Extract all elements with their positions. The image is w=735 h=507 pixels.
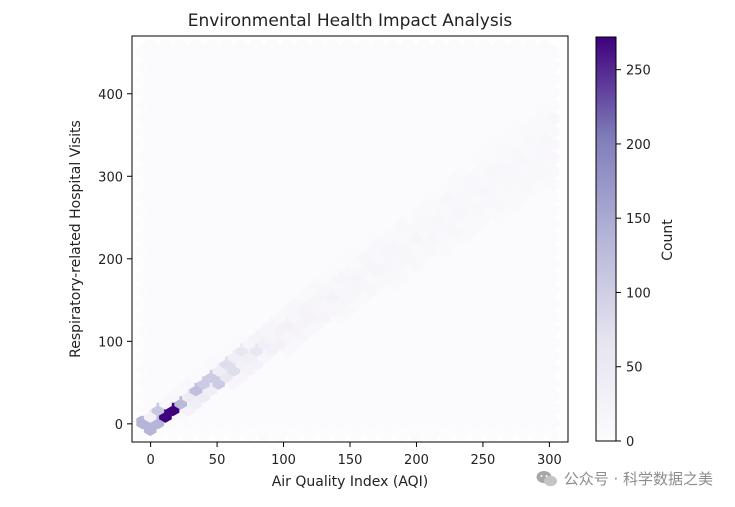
colorbar: [595, 36, 617, 442]
colorbar-tick-label: 250: [626, 64, 651, 79]
hexbin-cell: [174, 38, 187, 54]
y-tick-label: 300: [98, 170, 123, 185]
hexbin-cell: [523, 38, 537, 54]
hexbin-cell: [402, 38, 415, 54]
wechat-icon: [536, 470, 557, 486]
y-tick-label: 400: [98, 88, 123, 103]
hexbin-cell: [189, 38, 203, 54]
watermark-text: 公众号 · 科学数据之美: [563, 470, 713, 488]
y-tick-label: 100: [98, 335, 123, 350]
x-tick-label: 0: [146, 453, 154, 468]
hexbin-cell: [417, 38, 431, 54]
hexbin-cell: [250, 38, 263, 54]
hexbin-cell: [463, 38, 476, 54]
hexbin-cell: [143, 38, 157, 54]
hexbin-cell: [326, 38, 339, 54]
hexbin-cell: [280, 38, 294, 54]
x-tick-label: 300: [537, 453, 562, 468]
hexbin-cell: [432, 38, 446, 54]
hexbin-cell: [371, 38, 385, 54]
hexbin-cell: [311, 38, 324, 54]
hexbin-cell: [159, 38, 172, 54]
chart-title: Environmental Health Impact Analysis: [188, 11, 513, 31]
x-tick-label: 150: [338, 453, 363, 468]
x-axis-label: Air Quality Index (AQI): [272, 474, 429, 490]
hexbin-cell: [493, 38, 507, 54]
hexbin-cell: [219, 38, 233, 54]
x-tick-label: 50: [209, 453, 226, 468]
colorbar-tick-label: 50: [626, 361, 643, 376]
hexbin-cell: [508, 38, 522, 54]
y-axis-label: Respiratory-related Hospital Visits: [68, 120, 84, 358]
hexbin-cell: [539, 38, 552, 54]
hexbin-cell: [204, 38, 218, 54]
colorbar-tick-label: 150: [626, 212, 651, 227]
hexbin-cell: [295, 38, 309, 54]
hexbin-cell: [265, 38, 279, 54]
colorbar-label: Count: [660, 219, 676, 261]
x-axis: 0 50 100 150 200 250 300: [146, 442, 562, 468]
hexbin-cell: [235, 38, 248, 54]
colorbar-tick-label: 200: [626, 138, 651, 153]
colorbar-tick-label: 100: [626, 286, 651, 301]
hexbin-cell: [341, 38, 355, 54]
y-tick-label: 200: [98, 253, 123, 268]
colorbar-tick-label: 0: [626, 435, 634, 450]
y-axis: 0 100 200 300 400: [98, 88, 132, 433]
hexbin-cells: [136, 38, 560, 443]
hexbin-cell: [387, 38, 400, 54]
hexbin-cell: [356, 38, 370, 54]
colorbar-ticks: 0 50 100 150 200 250: [616, 64, 651, 450]
x-tick-label: 250: [471, 453, 496, 468]
y-tick-label: 0: [115, 418, 123, 433]
x-tick-label: 200: [404, 453, 429, 468]
x-tick-label: 100: [271, 453, 296, 468]
hexbin-cell: [478, 38, 491, 54]
hexbin-cell: [447, 38, 461, 54]
watermark: 公众号 · 科学数据之美: [536, 468, 713, 489]
